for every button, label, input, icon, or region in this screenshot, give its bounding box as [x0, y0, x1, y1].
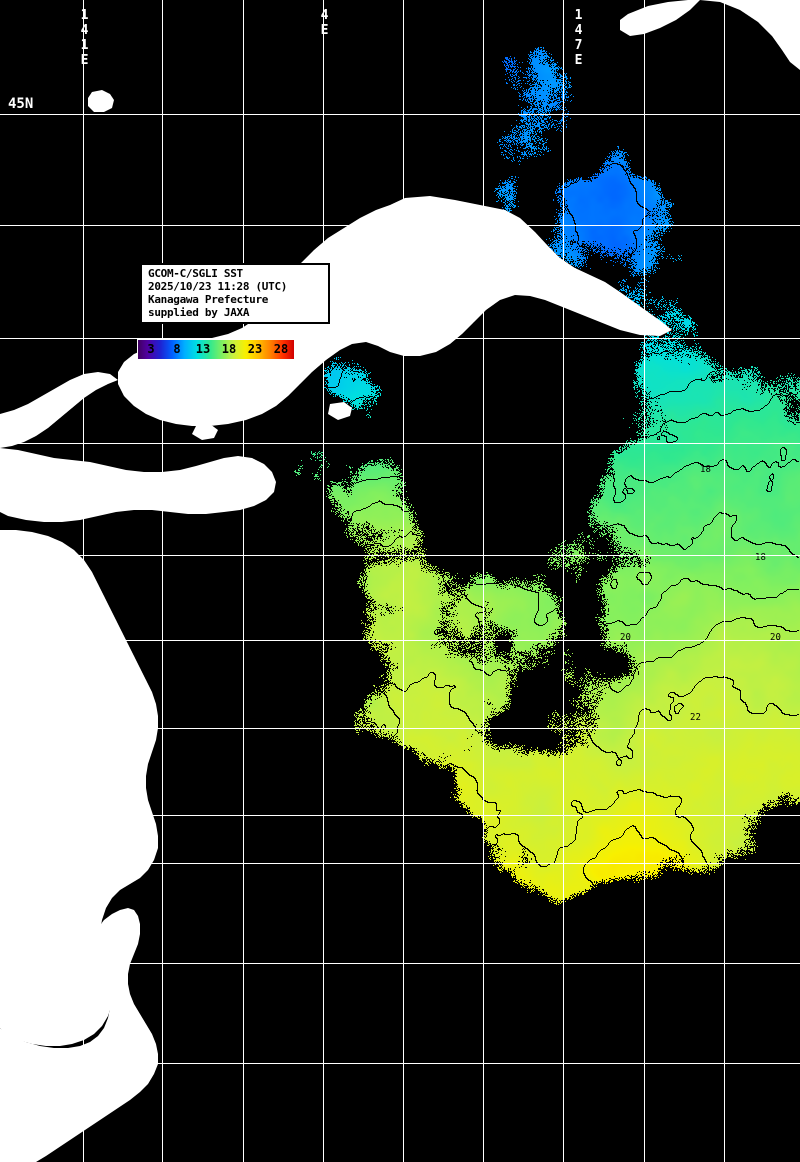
graticule-meridian — [323, 0, 324, 1162]
graticule-parallel — [0, 728, 800, 729]
graticule-meridian — [724, 0, 725, 1162]
colorbar-tick-13: 13 — [195, 342, 211, 356]
graticule-parallel — [0, 863, 800, 864]
colorbar-tick-8: 8 — [173, 342, 181, 356]
info-title: GCOM-C/SGLI SST — [148, 267, 243, 280]
colorbar-tick-labels: 3 8 13 18 23 28 — [138, 340, 294, 359]
colorbar-tick-23: 23 — [247, 342, 263, 356]
graticule-parallel — [0, 225, 800, 226]
graticule-parallel — [0, 555, 800, 556]
graticule-parallel — [0, 963, 800, 964]
info-region: Kanagawa Prefecture — [148, 293, 269, 306]
longitude-label-4E: 4E — [317, 8, 332, 38]
graticule-meridian — [483, 0, 484, 1162]
graticule-meridian — [644, 0, 645, 1162]
longitude-label-147E: 147E — [571, 8, 586, 68]
colorbar-tick-18: 18 — [221, 342, 237, 356]
colorbar-tick-28: 28 — [273, 342, 289, 356]
graticule-parallel — [0, 815, 800, 816]
info-credit: supplied by JAXA — [148, 306, 250, 319]
graticule-parallel — [0, 114, 800, 115]
graticule-parallel — [0, 338, 800, 339]
graticule-parallel — [0, 443, 800, 444]
sst-colorbar: 3 8 13 18 23 28 — [137, 339, 295, 360]
graticule-parallel — [0, 1063, 800, 1064]
latitude-label-45N: 45N — [8, 96, 34, 112]
product-info-box: GCOM-C/SGLI SST 2025/10/23 11:28 (UTC) K… — [140, 263, 330, 324]
graticule-meridian — [83, 0, 84, 1162]
graticule-meridian — [403, 0, 404, 1162]
graticule-meridian — [243, 0, 244, 1162]
graticule-parallel — [0, 640, 800, 641]
graticule-meridian — [563, 0, 564, 1162]
colorbar-tick-3: 3 — [147, 342, 155, 356]
longitude-label-141E: 141E — [77, 8, 92, 68]
info-datetime: 2025/10/23 11:28 (UTC) — [148, 280, 288, 293]
graticule-meridian — [162, 0, 163, 1162]
